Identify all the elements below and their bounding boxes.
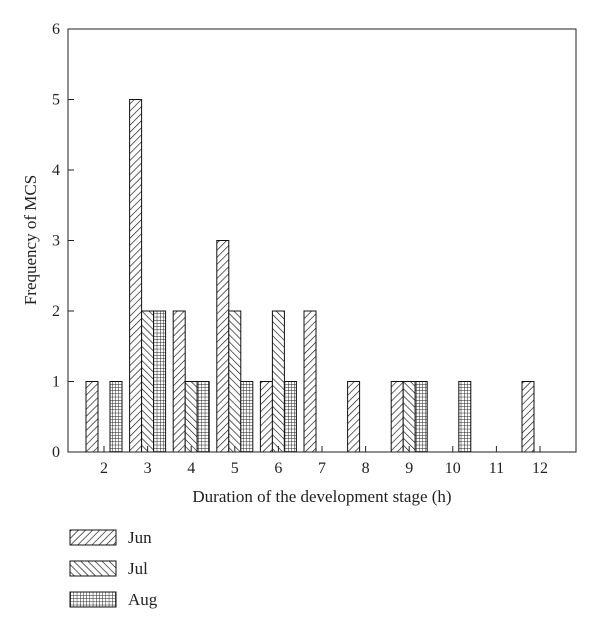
bar-jun-3: [129, 99, 143, 453]
x-tick-label: 6: [274, 460, 282, 477]
bar-jul-5: [228, 310, 242, 453]
bar-aug-2: [109, 381, 123, 453]
bar-aug-6: [283, 381, 297, 453]
x-axis: 2 3 4 5 6 7 8 9 10 11 12: [100, 446, 548, 477]
y-axis: 0 1 2 3 4 5 6: [52, 21, 74, 461]
bar-aug-5: [240, 381, 254, 453]
legend: Jun Jul Aug: [69, 528, 158, 609]
legend-label-jul: Jul: [128, 559, 148, 578]
bar-jun-7: [303, 310, 317, 453]
bar-jun-12: [521, 381, 535, 453]
legend-swatch-jul: [69, 560, 117, 577]
y-tick-label: 3: [52, 233, 60, 250]
bar-aug-4: [196, 381, 210, 453]
bar-jun-9: [390, 381, 404, 453]
y-tick-label: 5: [52, 92, 60, 109]
x-tick-label: 12: [532, 460, 548, 477]
x-tick-label: 4: [187, 460, 195, 477]
x-tick-label: 3: [144, 460, 152, 477]
bar-jul-4: [184, 381, 198, 453]
legend-swatch-jun: [69, 529, 117, 546]
bar-jun-5: [216, 240, 230, 453]
y-tick-label: 1: [52, 374, 60, 391]
x-tick-label: 10: [445, 460, 461, 477]
bar-jul-3: [141, 310, 155, 453]
bar-jun-8: [347, 381, 361, 453]
y-tick-label: 0: [52, 444, 60, 461]
y-tick-label: 4: [52, 162, 60, 179]
y-tick-label: 2: [52, 303, 60, 320]
x-tick-label: 9: [405, 460, 413, 477]
legend-swatch-aug: [69, 591, 117, 608]
bar-aug-3: [153, 310, 167, 453]
y-axis-title: Frequency of MCS: [21, 175, 40, 305]
x-tick-label: 8: [362, 460, 370, 477]
bar-aug-9: [414, 381, 428, 453]
bar-jul-6: [271, 310, 285, 453]
legend-label-jun: Jun: [128, 528, 152, 547]
y-tick-label: 6: [52, 21, 60, 38]
bar-jun-6: [259, 381, 273, 453]
x-tick-label: 7: [318, 460, 326, 477]
x-tick-label: 11: [489, 460, 504, 477]
legend-label-aug: Aug: [128, 590, 158, 609]
bar-jun-4: [172, 310, 186, 453]
bar-jun-2: [85, 381, 99, 453]
bars-layer: [85, 99, 535, 453]
bar-jul-9: [402, 381, 416, 453]
x-tick-label: 5: [231, 460, 239, 477]
bar-aug-10: [458, 381, 472, 453]
x-tick-label: 2: [100, 460, 108, 477]
x-axis-title: Duration of the development stage (h): [192, 487, 451, 506]
